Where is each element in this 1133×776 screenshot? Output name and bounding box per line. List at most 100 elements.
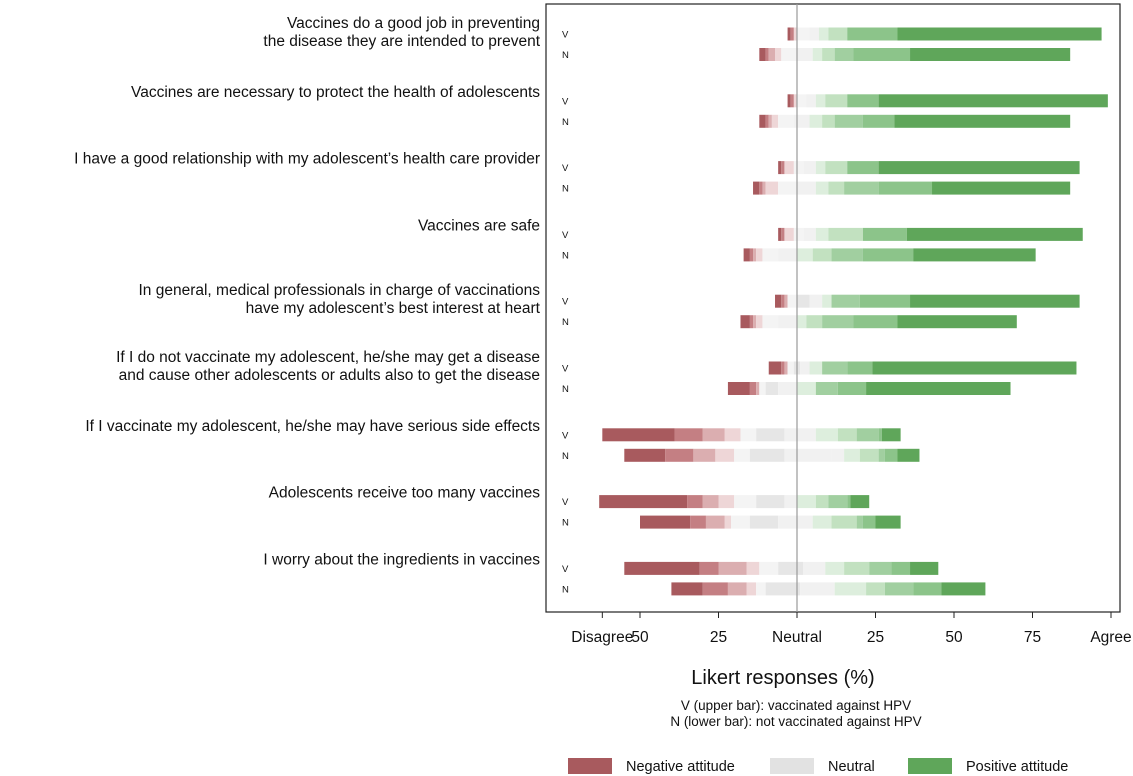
bar-segment (809, 361, 823, 375)
bar-segment (756, 315, 763, 329)
bar-segment (834, 48, 854, 61)
bar-segment (762, 181, 766, 195)
bar-segment (687, 495, 703, 509)
bar-segment (762, 248, 779, 262)
bar-segment (822, 48, 835, 61)
bar-segment (784, 227, 794, 241)
bar-segment (740, 315, 750, 329)
bar-segment (759, 181, 763, 195)
bar-segment (775, 294, 782, 308)
bar-code-label: N (562, 518, 569, 529)
legend-label: Neutral (828, 759, 875, 775)
x-tick-label: 50 (631, 629, 649, 646)
bar-segment (847, 94, 879, 108)
legend-label: Negative attitude (626, 759, 735, 775)
item-label: Vaccines are safe (418, 217, 540, 234)
bar-segment (831, 515, 857, 529)
bar-segment (787, 361, 794, 375)
bar-segment (809, 114, 823, 128)
bar-segment (624, 561, 700, 575)
bar-segment (775, 48, 782, 61)
note-line-1: V (upper bar): vaccinated against HPV (681, 698, 911, 713)
note-line-2: N (lower bar): not vaccinated against HP… (670, 714, 921, 729)
bar-segment (831, 448, 845, 462)
bar-segment (784, 361, 788, 375)
bar-segment (790, 94, 794, 108)
bar-segment (749, 382, 757, 395)
bar-segment (756, 428, 785, 442)
x-tick-label: 25 (710, 629, 727, 646)
bar-segment (768, 48, 776, 61)
bar-segment (778, 315, 797, 329)
legend: Negative attitude Neutral Positive attitud… (568, 758, 1068, 775)
bar-segment (825, 561, 845, 575)
bar-segment (665, 448, 694, 462)
bar-segment (749, 248, 754, 262)
bar-segment (718, 495, 735, 509)
bar-segment (803, 561, 826, 575)
bar-segment (781, 161, 785, 175)
item-label: I worry about the ingredients in vaccine… (263, 551, 540, 568)
bar-segment (759, 561, 779, 575)
x-tick-label: Disagree (571, 629, 633, 646)
bar-segment (878, 181, 933, 195)
bar-segment (746, 561, 760, 575)
bar-segment (910, 294, 1080, 308)
bar-segment (765, 382, 779, 395)
bar-segment (862, 515, 876, 529)
bar-segment (844, 448, 860, 462)
bar-segment (797, 94, 807, 108)
bar-segment (671, 582, 703, 596)
bar-segment (825, 161, 848, 175)
bar-segment (797, 27, 810, 41)
bar-segment (743, 248, 750, 262)
bar-segment (746, 582, 757, 596)
item-label-line: In general, medical professionals in cha… (138, 282, 540, 299)
bar-segment (809, 294, 823, 308)
bar-segment (878, 428, 882, 442)
bar-segment (768, 361, 782, 375)
bar-segment (793, 161, 804, 175)
bar-segment (800, 582, 835, 596)
bar-segment (759, 114, 766, 128)
x-tick-label: Neutral (772, 629, 822, 646)
bar-segment (847, 495, 851, 509)
bar-segment (815, 181, 829, 195)
item-label-line: have my adolescent’s best interest at he… (246, 300, 541, 317)
bar-segment (815, 227, 829, 241)
bar-segment (753, 181, 760, 195)
item-label: If I vaccinate my adolescent, he/she may… (85, 418, 540, 435)
bar-segment (828, 227, 863, 241)
legend-swatch (908, 758, 952, 774)
bar-segment (815, 428, 838, 442)
bar-segment (853, 48, 911, 61)
bar-code-label: N (562, 384, 569, 395)
bar-segment (702, 428, 725, 442)
x-axis-title: Likert responses (%) (691, 667, 874, 689)
bar-segment (881, 428, 901, 442)
bar-segment (793, 94, 797, 108)
bar-segment (702, 495, 719, 509)
bar-segment (897, 27, 1102, 41)
bar-segment (778, 181, 797, 195)
bar-segment (749, 315, 754, 329)
bar-segment (822, 361, 848, 375)
bar-segment (787, 294, 797, 308)
bar-segment (734, 495, 757, 509)
bar-segment (762, 315, 779, 329)
legend-swatch (568, 758, 612, 774)
bar-segment (624, 448, 666, 462)
bar-segment (781, 48, 797, 61)
bar-segment (718, 561, 747, 575)
item-label-line: the disease they are intended to prevent (263, 33, 540, 50)
bar-segment (727, 582, 747, 596)
bar-segment (753, 315, 757, 329)
bar-segment (759, 48, 766, 61)
bar-code-label: V (562, 430, 569, 441)
bar-code-label: N (562, 317, 569, 328)
bar-code-label: V (562, 497, 569, 508)
bar-segment (705, 515, 725, 529)
bar-segment (859, 294, 911, 308)
bar-segment (778, 382, 797, 395)
bar-segment (828, 495, 848, 509)
